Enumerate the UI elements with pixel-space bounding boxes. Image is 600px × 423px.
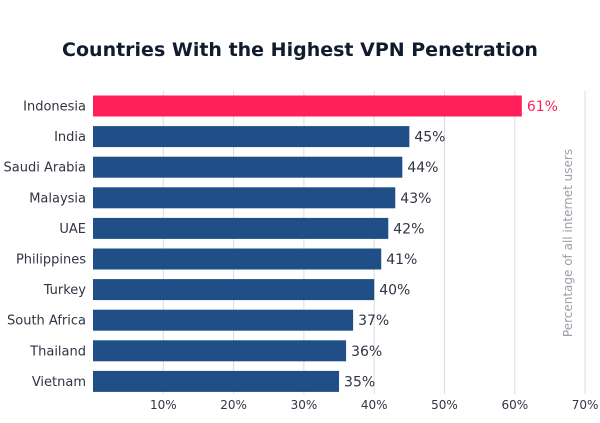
x-tick-label: 30% — [291, 398, 318, 412]
chart-title: Countries With the Highest VPN Penetrati… — [62, 39, 538, 61]
bar-uae — [93, 217, 389, 239]
value-label-uae: 42% — [393, 221, 424, 237]
value-label-saudi-arabia: 44% — [407, 160, 438, 176]
x-tick-label: 50% — [431, 398, 458, 412]
x-tick-label: 10% — [150, 398, 177, 412]
category-labels: Indonesia India Saudi Arabia Malaysia UAE Phi… — [4, 100, 87, 390]
value-label-thailand: 36% — [351, 344, 382, 360]
value-label-indonesia: 61% — [527, 99, 558, 115]
category-label-india: India — [54, 130, 86, 145]
category-label-south-africa: South Africa — [7, 314, 86, 329]
x-tick-label: 40% — [361, 398, 388, 412]
bars — [93, 95, 522, 392]
x-tick-label: 20% — [220, 398, 247, 412]
category-label-saudi-arabia: Saudi Arabia — [4, 161, 87, 176]
bar-south-africa — [93, 309, 354, 331]
category-label-indonesia: Indonesia — [23, 100, 86, 115]
x-tick-label: 70% — [572, 398, 599, 412]
category-label-philippines: Philippines — [16, 253, 86, 268]
y-axis-title: Percentage of all internet users — [561, 149, 575, 337]
category-label-uae: UAE — [59, 222, 86, 237]
value-label-malaysia: 43% — [400, 191, 431, 207]
value-label-philippines: 41% — [386, 252, 417, 268]
value-label-south-africa: 37% — [358, 313, 389, 329]
bar-malaysia — [93, 187, 396, 209]
x-tick-labels: 10% 20% 30% 40% 50% 60% 70% — [150, 398, 598, 412]
value-label-vietnam: 35% — [344, 374, 375, 390]
bar-india — [93, 126, 410, 148]
category-label-turkey: Turkey — [43, 283, 87, 298]
bar-thailand — [93, 340, 347, 362]
value-label-turkey: 40% — [379, 283, 410, 299]
category-label-malaysia: Malaysia — [29, 191, 86, 206]
value-label-india: 45% — [414, 130, 445, 146]
category-label-thailand: Thailand — [29, 344, 86, 359]
category-label-vietnam: Vietnam — [32, 375, 86, 390]
bar-philippines — [93, 248, 382, 270]
bar-indonesia — [93, 95, 522, 117]
value-labels: 61% 45% 44% 43% 42% 41% 40% 37% 36% 35% — [344, 99, 558, 390]
bar-turkey — [93, 279, 375, 301]
x-tick-label: 60% — [501, 398, 528, 412]
bar-saudi-arabia — [93, 156, 403, 178]
bar-vietnam — [93, 370, 340, 392]
